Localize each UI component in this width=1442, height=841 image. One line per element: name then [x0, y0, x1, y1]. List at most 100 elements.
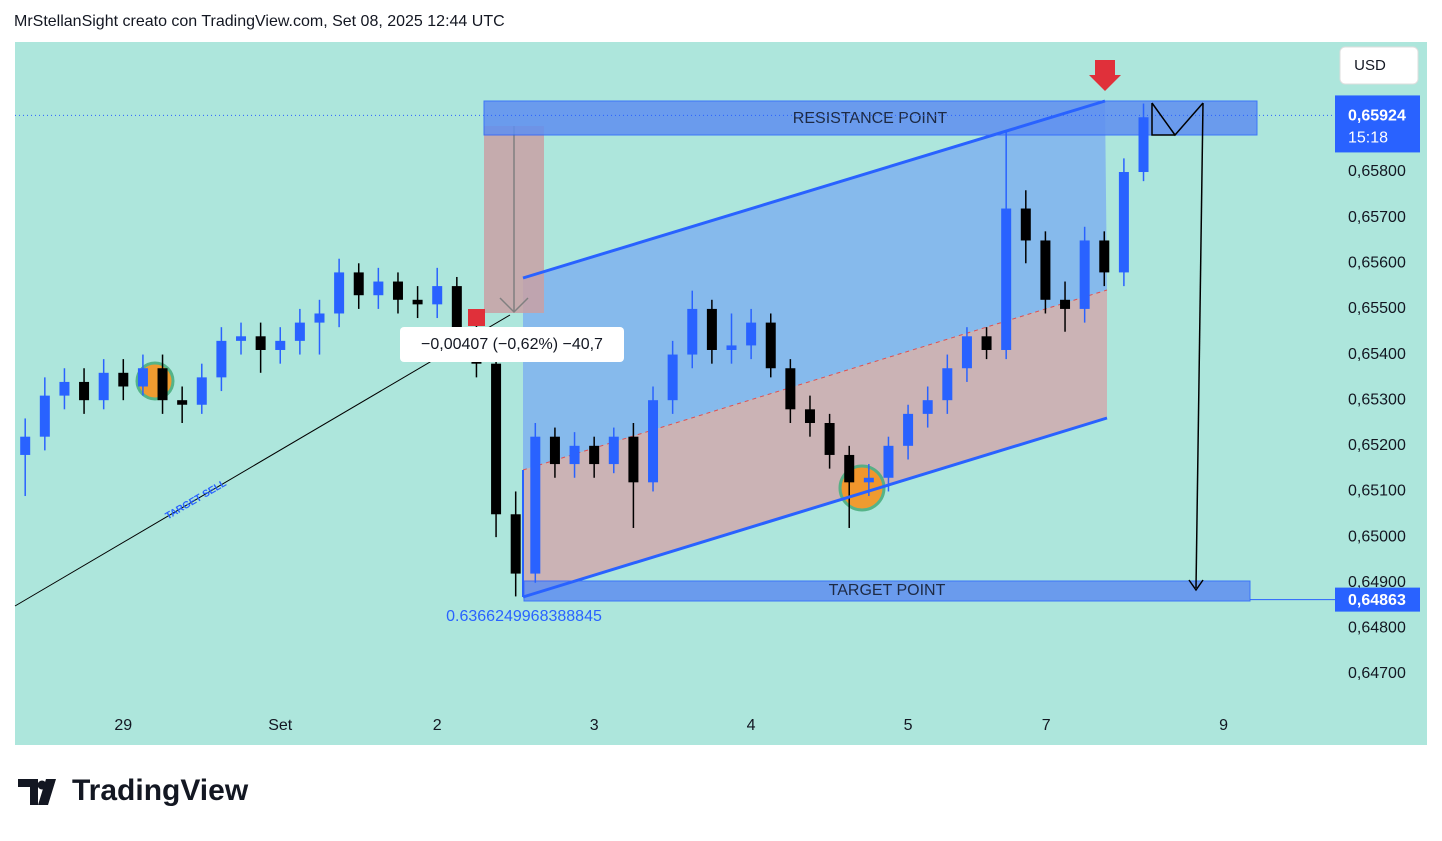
- candle-body: [942, 368, 953, 401]
- y-tick-label: 0,65100: [1348, 483, 1406, 500]
- candle-body: [863, 477, 874, 483]
- candle-body: [1020, 208, 1031, 241]
- candle-body: [353, 272, 364, 296]
- candle-body: [785, 368, 796, 410]
- candle-body: [118, 372, 129, 387]
- channel-top: [522, 99, 1106, 280]
- y-tick-label: 0,64800: [1348, 620, 1406, 637]
- x-tick-label: 3: [590, 717, 599, 734]
- candle-body: [628, 436, 639, 483]
- x-tick-label: 5: [904, 717, 913, 734]
- low-value-label: 0.6366249968388845: [446, 608, 602, 625]
- y-tick-label: 0,65700: [1348, 209, 1406, 226]
- zigzag: [1151, 102, 1204, 137]
- candle-body: [216, 340, 227, 378]
- candle-body: [373, 281, 384, 296]
- candle-body: [1099, 240, 1110, 273]
- countdown-label: 15:18: [1348, 130, 1388, 147]
- candle-body: [20, 436, 31, 455]
- projection-arrow-head: [1188, 579, 1204, 592]
- candle-body: [98, 372, 109, 401]
- x-tick-label: 29: [114, 717, 132, 734]
- x-tick-label: 9: [1219, 717, 1228, 734]
- target-label: TARGET POINT: [829, 582, 946, 599]
- candle-body: [314, 313, 325, 323]
- candle-body: [844, 454, 855, 483]
- candle-body: [1138, 117, 1149, 173]
- x-tick-label: 7: [1042, 717, 1051, 734]
- channel-bottom: [522, 416, 1108, 599]
- y-tick-label: 0,65200: [1348, 437, 1406, 454]
- candle-body: [59, 381, 70, 396]
- y-tick-label: 0,65500: [1348, 300, 1406, 317]
- resistance-label: RESISTANCE POINT: [793, 110, 948, 127]
- candle-body: [981, 336, 992, 350]
- y-tick-label: 0,65400: [1348, 346, 1406, 363]
- header-title: MrStellanSight creato con TradingView.co…: [14, 13, 505, 30]
- candle-body: [392, 281, 403, 300]
- candle-body: [922, 400, 933, 414]
- candle-body: [726, 345, 737, 350]
- candle-body: [255, 336, 266, 350]
- candle-body: [569, 445, 580, 465]
- last-price-label: 0,65924: [1348, 108, 1406, 125]
- candle-body: [39, 395, 50, 437]
- candle-body: [236, 336, 247, 341]
- measure-text: −0,00407 (−0,62%) −40,7: [421, 336, 603, 353]
- x-tick-label: Set: [268, 717, 293, 734]
- x-tick-label: 4: [747, 717, 756, 734]
- candle-body: [79, 381, 90, 401]
- y-tick-label: 0,65600: [1348, 255, 1406, 272]
- candle-body: [903, 413, 914, 446]
- candle-body: [177, 400, 188, 405]
- channel-mid: [522, 289, 1108, 471]
- currency-button[interactable]: [1339, 46, 1419, 85]
- candle-body: [1001, 208, 1012, 350]
- candle-body: [589, 445, 600, 465]
- candle-body: [608, 436, 619, 465]
- candle-body: [275, 340, 286, 350]
- candle-body: [412, 299, 423, 305]
- candle-body: [1060, 299, 1071, 309]
- last-price-tag: [1335, 95, 1420, 153]
- y-tick-label: 0,65000: [1348, 528, 1406, 545]
- target-price-tag: [1335, 587, 1420, 612]
- candle-body: [746, 322, 757, 346]
- candle-body: [667, 354, 678, 401]
- candle-body: [549, 436, 560, 465]
- y-tick-label: 0,64900: [1348, 574, 1406, 591]
- projection-arrow: [1195, 102, 1204, 589]
- candle-body: [765, 322, 776, 369]
- measure-tooltip: [400, 327, 624, 362]
- x-tick-label: 2: [433, 717, 442, 734]
- candle-body: [824, 423, 835, 455]
- candle-body: [157, 368, 168, 401]
- candle-body: [530, 436, 541, 574]
- red-arrow: [1089, 60, 1121, 91]
- candle-body: [196, 377, 207, 405]
- candle-body: [648, 400, 659, 483]
- red-marker: [468, 309, 485, 326]
- candle-body: [687, 308, 698, 355]
- candle-body: [1118, 172, 1129, 273]
- candle-body: [706, 308, 717, 350]
- candle-body: [1040, 240, 1051, 300]
- candle-body: [432, 286, 443, 305]
- candle-body: [804, 409, 815, 424]
- y-tick-label: 0,65800: [1348, 163, 1406, 180]
- candle-body: [294, 322, 305, 341]
- candle-body: [334, 272, 345, 314]
- candle-body: [451, 286, 462, 332]
- candle-body: [491, 363, 502, 515]
- footer-logo: TradingView: [72, 774, 249, 807]
- candle-body: [883, 445, 894, 478]
- target-sell-line: [14, 314, 511, 607]
- logo-dot: [37, 780, 47, 790]
- currency-label: USD: [1354, 57, 1386, 74]
- logo-icon: [18, 779, 56, 805]
- candle-body: [137, 368, 148, 387]
- candle-body: [1079, 240, 1090, 309]
- resistance-box: [483, 100, 1258, 136]
- target-price-label: 0,64863: [1348, 592, 1406, 609]
